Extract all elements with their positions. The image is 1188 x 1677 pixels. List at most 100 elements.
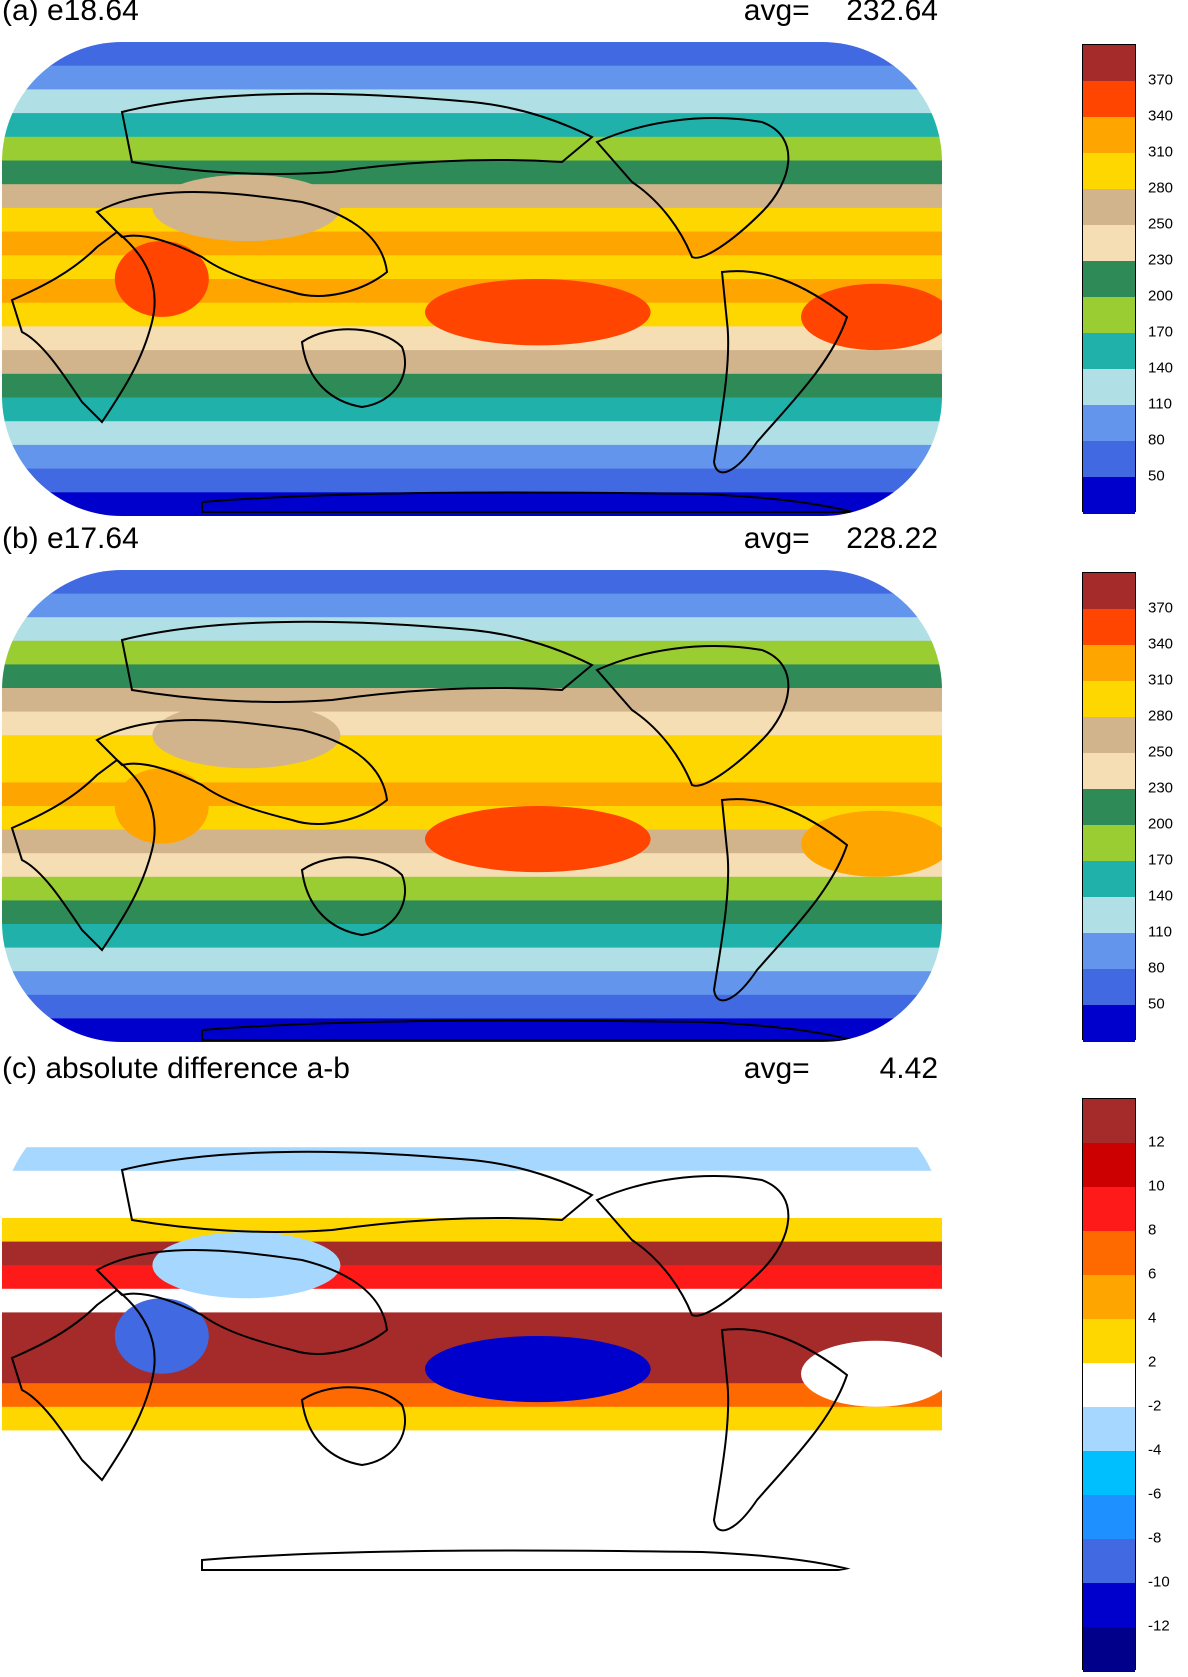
- average-label: avg=: [743, 522, 810, 555]
- colorbar-tick-label: 6: [1148, 1265, 1157, 1283]
- colorbar-swatch: [1083, 225, 1135, 262]
- colorbar-tick-label: 80: [1148, 959, 1165, 977]
- colorbar-tick-label: 200: [1148, 815, 1174, 833]
- map-a: [2, 42, 942, 516]
- map-band: [2, 1194, 942, 1219]
- colorbar-tick-label: 140: [1148, 359, 1174, 377]
- coastline: [201, 1019, 853, 1041]
- map-anomaly-region: [114, 241, 209, 317]
- coastline: [95, 191, 389, 297]
- coastline: [120, 1150, 594, 1233]
- colorbar-tick-label: 370: [1148, 599, 1174, 617]
- colorbar-tick-label: 370: [1148, 71, 1174, 89]
- map-band: [2, 971, 942, 996]
- colorbar-swatch: [1083, 681, 1135, 718]
- coastline: [300, 1386, 407, 1467]
- map-band: [2, 468, 942, 494]
- map-band: [2, 444, 942, 470]
- colorbar-tick-label: 2: [1148, 1353, 1157, 1371]
- colorbar-swatch: [1083, 261, 1135, 298]
- map-band: [2, 735, 942, 760]
- average-value: 232.64: [846, 0, 938, 27]
- colorbar-swatch: [1083, 717, 1135, 754]
- colorbar-swatch: [1083, 1319, 1135, 1364]
- map-band: [2, 1430, 942, 1455]
- colorbar-swatch: [1083, 1099, 1135, 1144]
- coastline: [712, 270, 849, 474]
- map-band: [2, 1123, 942, 1149]
- map-band: [2, 1018, 942, 1042]
- colorbar-swatch: [1083, 573, 1135, 610]
- colorbar-swatch: [1083, 477, 1135, 514]
- colorbar-tick-label: 170: [1148, 851, 1174, 869]
- average-label: avg=: [743, 1052, 810, 1085]
- colorbar-tick-label: 230: [1148, 779, 1174, 797]
- colorbar-tick-label: 310: [1148, 671, 1174, 689]
- colorbar-swatch: [1083, 297, 1135, 334]
- colorbar-tick-label: -10: [1148, 1573, 1170, 1591]
- map-band: [2, 640, 942, 666]
- map-band: [2, 397, 942, 423]
- coastline: [95, 1249, 389, 1355]
- map-band: [2, 876, 942, 902]
- colorbar-frame: [1082, 44, 1136, 514]
- colorbar-tick-label: 110: [1148, 395, 1172, 413]
- colorbar-swatch: [1083, 1231, 1135, 1276]
- colorbar-swatch: [1083, 81, 1135, 118]
- map-anomaly-region: [425, 806, 651, 873]
- colorbar-tick-label: 340: [1148, 635, 1174, 653]
- coastline: [120, 620, 594, 703]
- colorbar-swatch: [1083, 1187, 1135, 1232]
- colorbar-tick-label: 250: [1148, 215, 1174, 233]
- panel-title: (a) e18.64: [2, 0, 139, 27]
- colorbar-tick-label: 280: [1148, 179, 1174, 197]
- colorbar-swatch: [1083, 117, 1135, 154]
- coastline: [10, 1288, 156, 1482]
- map-b: [2, 570, 942, 1042]
- colorbar-swatch: [1083, 609, 1135, 646]
- coastline: [595, 1175, 790, 1317]
- colorbar-swatch: [1083, 441, 1135, 478]
- panel-b: (b) e17.64 avg= 228.22 370 340 310 280 250 23…: [0, 522, 1188, 1058]
- colorbar-swatch: [1083, 753, 1135, 790]
- colorbar-tick-label: 170: [1148, 323, 1174, 341]
- colorbar-swatch: [1083, 861, 1135, 898]
- average-label: avg=: [743, 0, 810, 27]
- colorbar-tick-label: 200: [1148, 287, 1174, 305]
- coastline: [712, 1328, 849, 1532]
- coastline: [120, 92, 594, 175]
- map-anomaly-region: [152, 702, 341, 769]
- coastline: [595, 117, 790, 259]
- colorbar-swatch: [1083, 1583, 1135, 1628]
- colorbar-tick-label: 250: [1148, 743, 1174, 761]
- map-band: [2, 1524, 942, 1550]
- colorbar-tick-label: 110: [1148, 923, 1172, 941]
- colorbar-swatch: [1083, 405, 1135, 442]
- map-band: [2, 1100, 942, 1125]
- colorbar-frame: [1082, 572, 1136, 1042]
- colorbar-swatch: [1083, 1627, 1135, 1672]
- colorbar-swatch: [1083, 1143, 1135, 1188]
- map-anomaly-region: [801, 810, 942, 877]
- map-band: [2, 42, 942, 67]
- coastline: [201, 491, 853, 513]
- colorbar-swatch: [1083, 189, 1135, 226]
- map-band: [2, 1170, 942, 1196]
- map-band: [2, 994, 942, 1020]
- map-band: [2, 65, 942, 91]
- colorbar-tick-label: 310: [1148, 143, 1174, 161]
- colorbar-tick-label: 140: [1148, 887, 1174, 905]
- map-band: [2, 1454, 942, 1479]
- map-band: [2, 570, 942, 595]
- map-anomaly-region: [425, 279, 651, 346]
- colorbar-swatch: [1083, 1407, 1135, 1452]
- colorbar-swatch: [1083, 969, 1135, 1006]
- colorbar-tick-label: 230: [1148, 251, 1174, 269]
- average-readout: avg= 228.22: [744, 522, 938, 556]
- coastline: [300, 328, 407, 409]
- colorbar-tick-label: 10: [1148, 1177, 1165, 1195]
- colorbar-tick-label: 50: [1148, 995, 1165, 1013]
- colorbar-swatch: [1083, 153, 1135, 190]
- coastline: [300, 856, 407, 937]
- colorbar-tick-label: -6: [1148, 1485, 1162, 1503]
